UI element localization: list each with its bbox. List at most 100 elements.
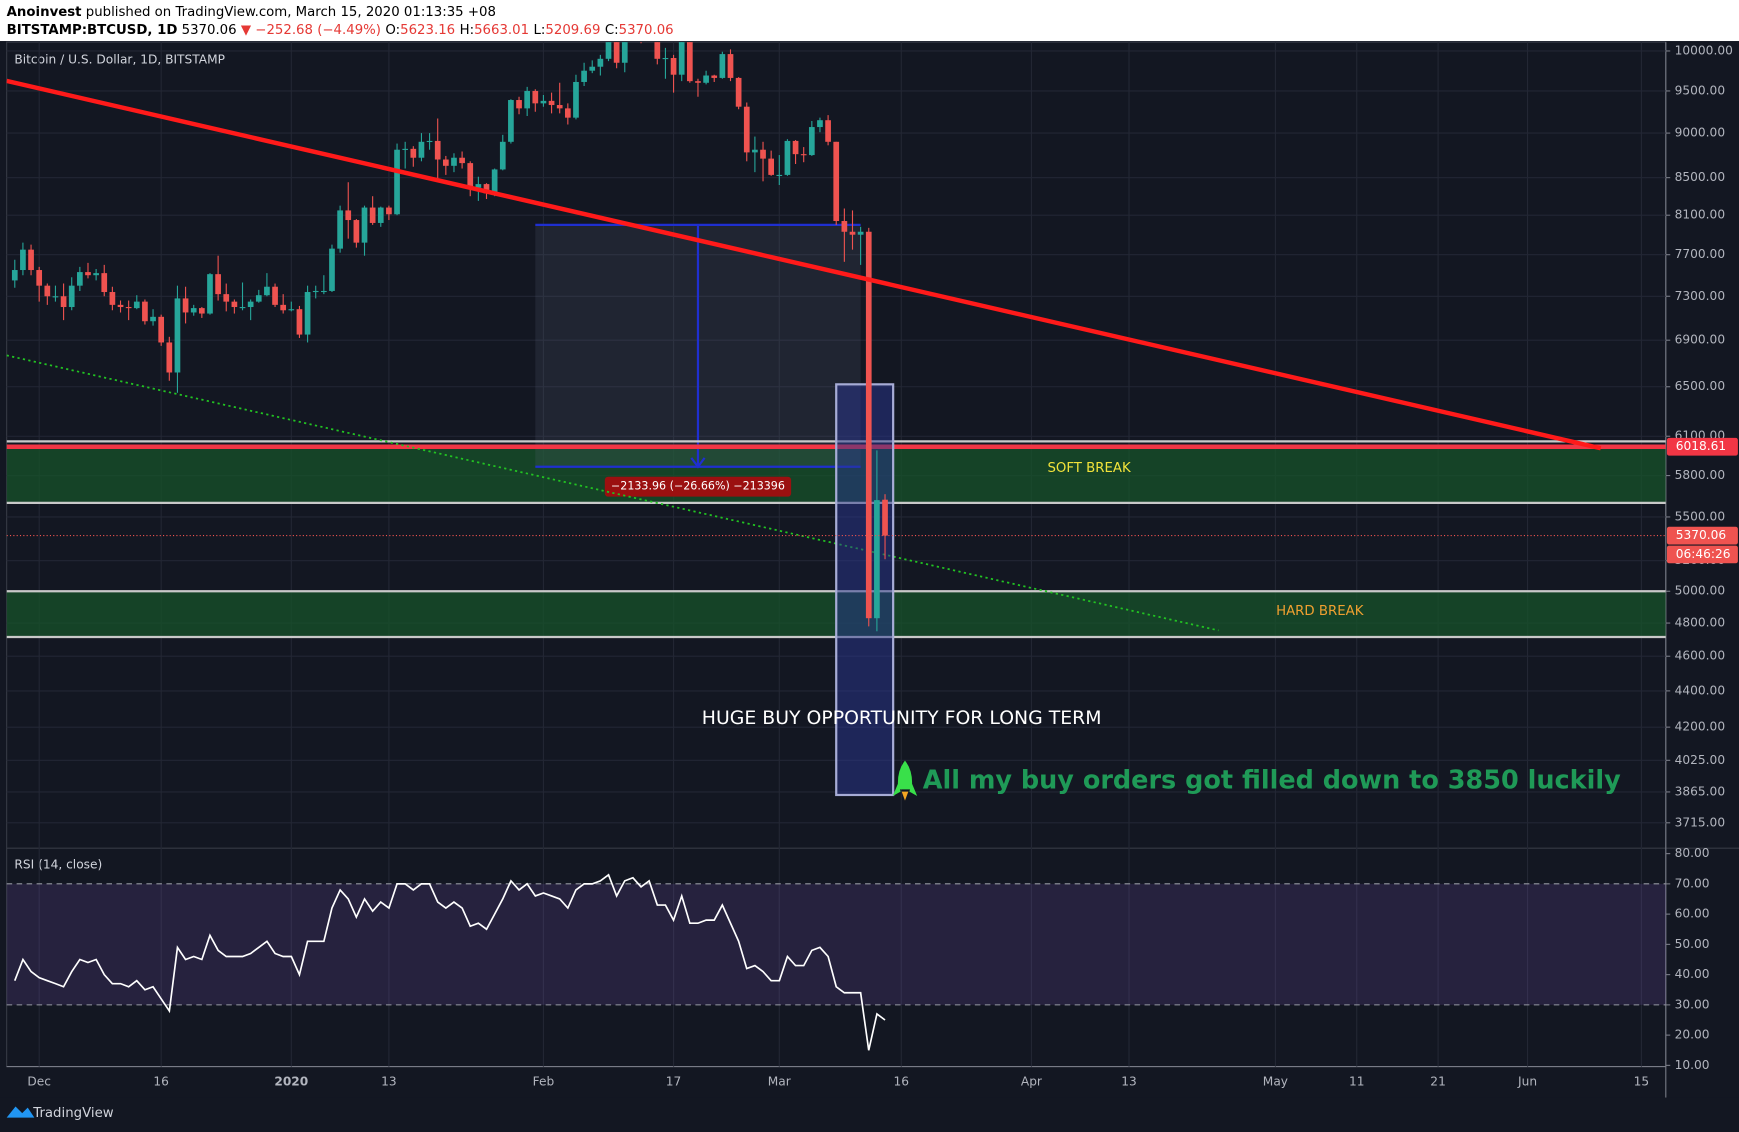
y-tick-label: 10000.00 — [1675, 43, 1733, 57]
candle-body — [133, 301, 140, 309]
candle-body — [280, 304, 287, 311]
candle-body — [239, 307, 246, 309]
symbol-line: BITSTAMP:BTCUSD, 1D 5370.06 ▼ −252.68 (−… — [7, 23, 674, 38]
quote: 5370.06 — [182, 23, 237, 38]
candle-body — [434, 140, 441, 160]
candle-body — [678, 42, 685, 75]
y-tick-label: 5000.00 — [1675, 584, 1725, 598]
candle-body — [288, 309, 295, 311]
candle-body — [735, 77, 742, 107]
candle-body — [662, 58, 669, 60]
candle-body — [849, 231, 856, 235]
candle-body — [402, 148, 409, 150]
candle-body — [329, 248, 335, 291]
y-tick-label: 7300.00 — [1675, 289, 1725, 303]
candle-body — [719, 54, 726, 78]
ohlc-value: 5209.69 — [545, 23, 600, 38]
candle-body — [369, 207, 376, 223]
y-tick-label: 5500.00 — [1675, 509, 1725, 523]
rsi-tick-label: 20.00 — [1675, 1028, 1710, 1042]
change: ▼ −252.68 (−4.49%) — [241, 23, 381, 38]
candle-body — [150, 316, 156, 322]
candle-body — [808, 127, 815, 156]
x-tick-label: Dec — [27, 1075, 51, 1089]
measure-label: −2133.96 (−26.66%) −213396 — [611, 480, 785, 493]
candle-body — [320, 290, 327, 293]
candle-body — [386, 207, 392, 215]
candle-body — [182, 298, 189, 313]
y-tick-label: 3715.00 — [1675, 815, 1725, 829]
candle-body — [792, 140, 799, 155]
rsi-tick-label: 80.00 — [1675, 846, 1710, 860]
candle-body — [109, 292, 116, 305]
zone-label: HARD BREAK — [1276, 604, 1364, 619]
candle-body — [621, 42, 628, 63]
x-tick-label: Apr — [1021, 1075, 1043, 1089]
candle-body — [142, 301, 148, 322]
rsi-tick-label: 60.00 — [1675, 907, 1710, 921]
x-tick-label: 2020 — [274, 1075, 308, 1089]
candle-body — [174, 298, 181, 373]
candle-body — [800, 154, 807, 156]
rsi-tick-label: 70.00 — [1675, 876, 1710, 890]
note: All my buy orders got filled down to 385… — [923, 766, 1621, 796]
resistance-label: 6018.61 — [1676, 439, 1726, 453]
candle-body — [44, 285, 51, 297]
candle-body — [190, 308, 197, 313]
candle-body — [784, 140, 791, 175]
candle-body — [255, 295, 262, 302]
candle-body — [524, 90, 531, 109]
candle-body — [467, 163, 474, 188]
published: published on TradingView.com, March 15, … — [86, 5, 496, 20]
y-tick-label: 6500.00 — [1675, 379, 1725, 393]
pane-title: Bitcoin / U.S. Dollar, 1D, BITSTAMP — [14, 52, 225, 66]
ohlc-key: L: — [534, 23, 546, 38]
candle-body — [264, 286, 270, 296]
candle-body — [60, 296, 67, 308]
candle-body — [52, 296, 59, 298]
candle-body — [231, 301, 238, 308]
ohlc-value: 5370.06 — [619, 23, 674, 38]
countdown-label: 06:46:26 — [1676, 547, 1731, 561]
rsi-tick-label: 40.00 — [1675, 967, 1710, 981]
rsi-tick-label: 30.00 — [1675, 997, 1710, 1011]
candle-body — [874, 500, 880, 619]
candle-body — [247, 301, 254, 308]
candle-body — [296, 309, 303, 335]
y-tick-label: 7700.00 — [1675, 247, 1725, 261]
headline: HUGE BUY OPPORTUNITY FOR LONG TERM — [702, 708, 1102, 729]
measure-arrowhead — [690, 457, 706, 469]
candle-body — [353, 220, 360, 243]
candle-body — [589, 66, 596, 71]
candle-body — [654, 42, 661, 59]
y-tick-label: 8100.00 — [1675, 208, 1725, 222]
support-line — [6, 354, 1219, 632]
candle-body — [377, 207, 384, 223]
candle-body — [125, 307, 132, 309]
candle-body — [532, 90, 539, 104]
candle-body — [410, 148, 417, 158]
candle-body — [20, 249, 26, 271]
rocket-icon — [892, 760, 918, 801]
candle-body — [207, 274, 213, 314]
ohlc-key: C: — [605, 23, 619, 38]
y-tick-label: 3865.00 — [1675, 784, 1725, 798]
countdown-label-bg — [1666, 545, 1738, 564]
candle-body — [548, 100, 555, 106]
y-tick-label: 4025.00 — [1675, 753, 1725, 767]
candle-body — [817, 120, 823, 128]
candle-body — [199, 308, 205, 314]
candle-body — [768, 158, 775, 175]
rsi-tick-label: 50.00 — [1675, 937, 1710, 951]
candle-body — [508, 100, 514, 142]
x-tick-label: 21 — [1430, 1075, 1446, 1089]
y-tick-label: 9000.00 — [1675, 126, 1725, 140]
candle-body — [841, 221, 848, 232]
candle-body — [516, 100, 522, 109]
candle-body — [272, 286, 278, 305]
rsi-tick-label: 10.00 — [1675, 1058, 1710, 1072]
candle-body — [459, 157, 465, 164]
candle-body — [613, 42, 620, 63]
candle-body — [882, 499, 888, 536]
candle-body — [451, 157, 457, 166]
